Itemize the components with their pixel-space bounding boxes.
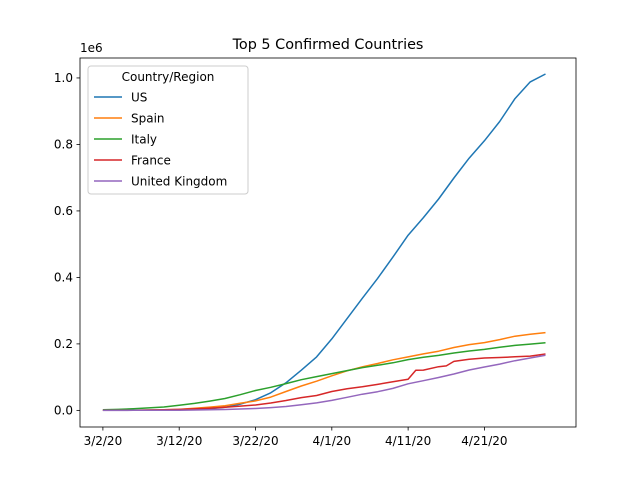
legend-label-united-kingdom: United Kingdom — [131, 174, 227, 188]
y-tick-label: 1.0 — [54, 71, 73, 85]
axes-frame — [79, 57, 577, 428]
legend-label-us: US — [131, 90, 147, 104]
legend-label-italy: Italy — [131, 132, 157, 146]
y-tick-label: 0.8 — [54, 138, 73, 152]
series-line-france — [102, 353, 546, 412]
series-line-italy — [102, 342, 546, 411]
legend-label-spain: Spain — [131, 111, 165, 125]
y-tick-label: 0.6 — [54, 204, 73, 218]
x-tick-label: 4/21/20 — [461, 434, 507, 448]
axes: 0.0 0.2 0.4 0.6 0.8 1.0 3/2/20 3/12/20 3/22/20 4/… — [54, 57, 577, 448]
legend-frame — [87, 65, 249, 195]
x-tick-label: 4/11/20 — [385, 434, 431, 448]
x-tick-label: 3/22/20 — [232, 434, 278, 448]
plot-area — [102, 73, 546, 412]
chart-title: Top 5 Confirmed Countries — [232, 37, 424, 53]
legend-title: Country/Region — [122, 70, 215, 84]
y-tick-label: 0.0 — [54, 404, 73, 418]
series-line-united-kingdom — [102, 354, 546, 412]
y-scale-label: 1e6 — [80, 41, 103, 55]
series-line-spain — [102, 331, 546, 412]
x-tick-label: 3/2/20 — [84, 434, 123, 448]
legend-label-france: France — [131, 153, 171, 167]
x-tick-label: 4/1/20 — [313, 434, 352, 448]
y-tick-label: 0.4 — [54, 271, 73, 285]
legend: Country/Region US Spain Italy France United … — [87, 65, 249, 195]
x-tick-label: 3/12/20 — [156, 434, 202, 448]
y-tick-label: 0.2 — [54, 337, 73, 351]
